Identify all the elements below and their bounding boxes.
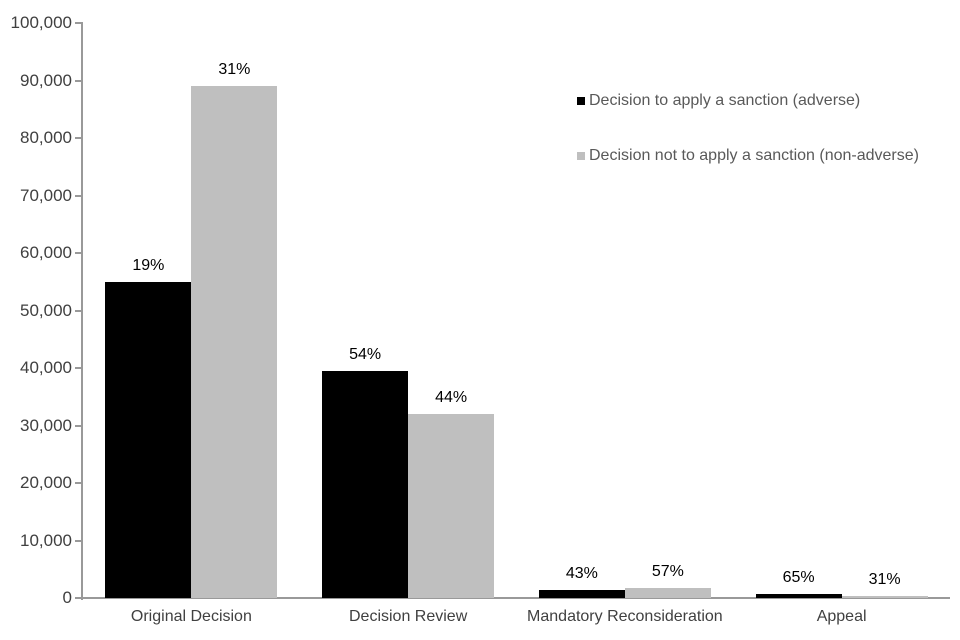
y-axis-tick-label: 100,000 — [10, 13, 72, 32]
y-axis-tick-mark — [75, 367, 83, 369]
y-axis-tick-mark — [75, 79, 83, 82]
y-axis-tick-mark — [75, 194, 83, 197]
legend-marker-adverse — [577, 96, 585, 105]
y-axis-tick-label: 80,000 — [20, 128, 72, 147]
bar-percentage-label: 65% — [782, 569, 815, 586]
x-axis-category-label: Appeal — [816, 608, 867, 625]
y-axis-tick-label: 0 — [62, 588, 72, 607]
bar-non-adverse — [624, 587, 711, 598]
y-axis-tick-mark — [75, 424, 83, 427]
legend-label: Decision to apply a sanction (adverse) — [589, 92, 861, 109]
y-axis-line — [81, 23, 83, 600]
x-axis-category-label: Original Decision — [130, 608, 252, 625]
y-axis-tick-label: 90,000 — [20, 70, 72, 90]
legend-marker-non-adverse — [577, 151, 585, 160]
x-axis-category-label: Mandatory Reconsideration — [527, 608, 723, 625]
bar-non-adverse — [408, 414, 495, 598]
bar-percentage-label: 57% — [651, 562, 684, 580]
legend-item-adverse: Decision to apply a sanction (adverse) — [577, 91, 860, 110]
bar-percentage-label: 43% — [565, 565, 598, 582]
y-axis-tick-mark — [75, 482, 83, 484]
y-axis-tick-label: 40,000 — [20, 358, 72, 377]
y-axis-tick-label: 50,000 — [20, 300, 72, 320]
y-axis-tick-label: 60,000 — [20, 243, 72, 262]
bar-percentage-label: 31% — [868, 571, 901, 588]
bar-adverse — [538, 589, 625, 598]
bar-percentage-label: 31% — [218, 61, 251, 79]
legend-label: Decision not to apply a sanction (non-ad… — [589, 147, 919, 164]
x-axis-category-label: Decision Review — [348, 608, 468, 625]
bar-percentage-label: 44% — [435, 389, 468, 406]
bar-non-adverse — [191, 86, 278, 598]
y-axis-tick-mark — [75, 539, 83, 542]
y-axis-tick-mark — [75, 309, 83, 312]
x-axis-line — [81, 597, 950, 599]
legend-item-non-adverse: Decision not to apply a sanction (non-ad… — [577, 146, 919, 165]
y-axis-tick-label: 10,000 — [20, 530, 72, 550]
bar-adverse — [322, 370, 409, 598]
bar-percentage-label: 54% — [349, 345, 382, 363]
bar-non-adverse — [841, 596, 928, 598]
y-axis-tick-mark — [75, 22, 83, 24]
y-axis-tick-mark — [75, 597, 83, 599]
bar-adverse — [105, 281, 192, 598]
y-axis-tick-label: 30,000 — [20, 415, 72, 435]
bar-percentage-label: 19% — [132, 256, 165, 274]
y-axis-tick-mark — [75, 252, 83, 254]
y-axis-tick-label: 70,000 — [20, 185, 72, 205]
y-axis-tick-label: 20,000 — [20, 473, 72, 492]
bar-adverse — [755, 594, 842, 598]
y-axis-tick-mark — [75, 137, 83, 139]
